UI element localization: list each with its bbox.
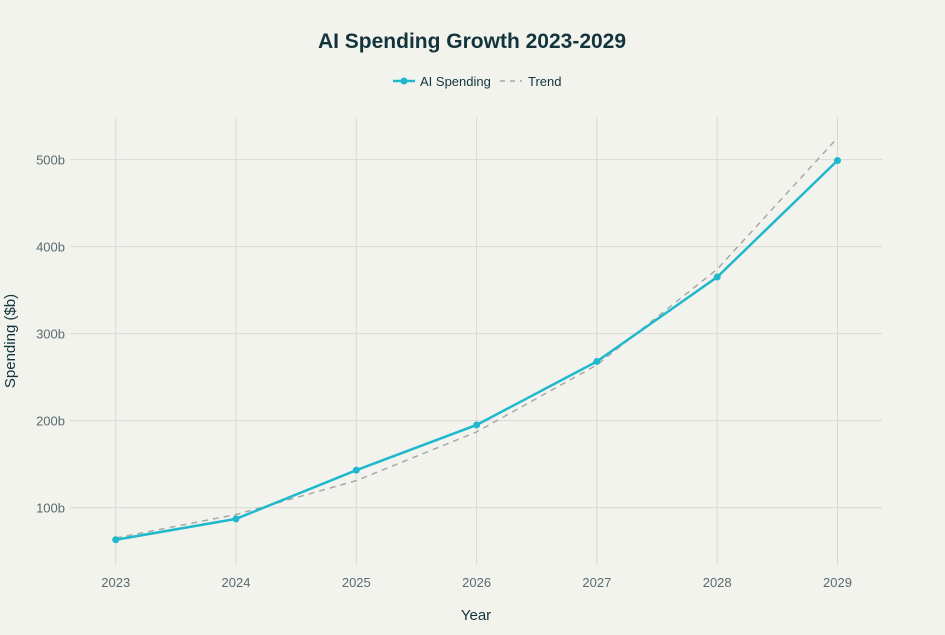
- x-tick-label: 2029: [823, 575, 852, 590]
- x-tick-label: 2027: [582, 575, 611, 590]
- data-point: [713, 273, 721, 281]
- legend: AI Spending Trend: [393, 74, 561, 89]
- series-line-trend: [115, 137, 839, 539]
- x-tick-label: 2026: [462, 575, 491, 590]
- data-point: [112, 536, 120, 544]
- legend-label: AI Spending: [420, 74, 491, 89]
- y-tick-label: 200b: [36, 414, 65, 429]
- y-tick-label: 300b: [36, 327, 65, 342]
- legend-item-ai-spending[interactable]: AI Spending: [393, 74, 491, 89]
- legend-label: Trend: [528, 74, 561, 89]
- x-tick-label: 2025: [342, 575, 371, 590]
- data-point: [593, 357, 601, 365]
- chart-title: AI Spending Growth 2023-2029: [318, 30, 626, 53]
- x-tick-label: 2023: [101, 575, 130, 590]
- y-tick-label: 500b: [36, 153, 65, 168]
- data-point: [833, 156, 841, 164]
- grid: [70, 117, 882, 565]
- axes: 2023 2024 2025 2026 2027 2028 2029 100b 200b 300b…: [36, 153, 852, 590]
- x-axis-label: Year: [461, 607, 491, 624]
- y-axis-label: Spending ($b): [2, 294, 19, 388]
- data-point: [232, 515, 240, 523]
- data-point: [352, 466, 360, 474]
- legend-item-trend[interactable]: Trend: [500, 74, 561, 89]
- series: [112, 137, 841, 544]
- y-tick-label: 400b: [36, 240, 65, 255]
- data-point: [473, 421, 481, 429]
- x-tick-label: 2028: [703, 575, 732, 590]
- y-tick-label: 100b: [36, 501, 65, 516]
- x-tick-label: 2024: [222, 575, 251, 590]
